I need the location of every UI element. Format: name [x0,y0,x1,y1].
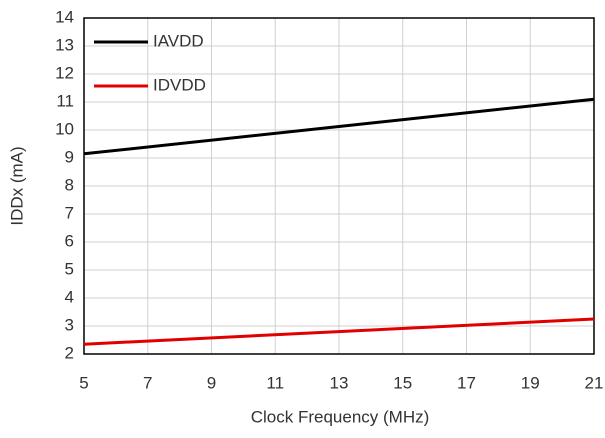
y-tick-label: 12 [55,63,74,82]
y-tick-label: 4 [65,287,74,306]
y-tick-label: 11 [56,91,74,110]
y-axis-label: IDDx (mA) [7,146,26,225]
plot-border [83,17,595,355]
x-tick-label: 11 [266,373,284,392]
y-tick-label: 9 [65,147,74,166]
legend-label: IDVDD [153,75,206,94]
x-tick-label: 19 [521,373,540,392]
x-tick-label: 15 [393,373,412,392]
x-tick-label: 9 [207,373,216,392]
y-tick-label: 13 [55,35,74,54]
series-line [83,317,595,346]
y-tick-label: 14 [55,7,74,26]
x-tick-label: 5 [79,373,88,392]
legend-label: IAVDD [153,31,204,50]
x-tick-label: 7 [143,373,152,392]
y-tick-label: 6 [65,231,74,250]
y-tick-label: 5 [65,259,74,278]
series-line [83,97,595,156]
y-tick-label: 10 [55,119,74,138]
y-tick-label: 7 [65,203,74,222]
y-tick-label: 3 [65,315,74,334]
x-axis-label: Clock Frequency (MHz) [251,407,430,426]
x-tick-label: 21 [585,373,604,392]
y-tick-label: 8 [65,175,74,194]
x-tick-label: 13 [330,373,349,392]
y-tick-label: 2 [65,343,74,362]
x-tick-label: 17 [457,373,476,392]
